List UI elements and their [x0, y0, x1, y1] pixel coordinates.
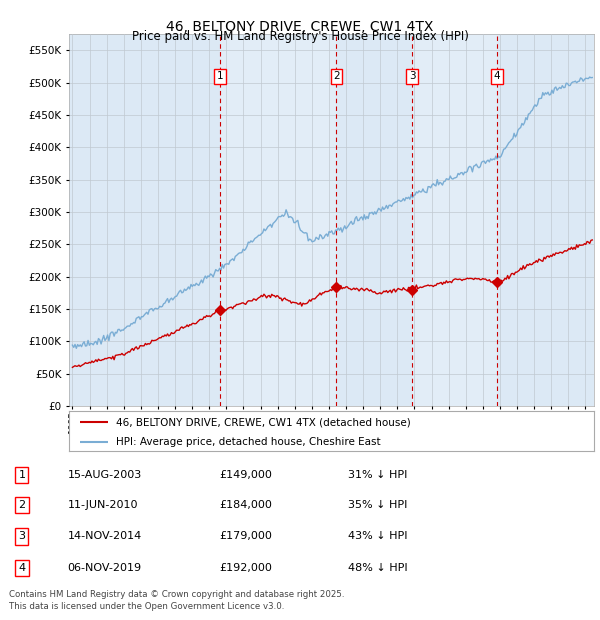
- Text: Contains HM Land Registry data © Crown copyright and database right 2025.
This d: Contains HM Land Registry data © Crown c…: [9, 590, 344, 611]
- Text: 46, BELTONY DRIVE, CREWE, CW1 4TX: 46, BELTONY DRIVE, CREWE, CW1 4TX: [166, 20, 434, 35]
- Bar: [412, 34, 497, 406]
- Text: 3: 3: [409, 71, 416, 81]
- Text: £179,000: £179,000: [220, 531, 272, 541]
- Text: £149,000: £149,000: [220, 470, 272, 480]
- Text: Price paid vs. HM Land Registry's House Price Index (HPI): Price paid vs. HM Land Registry's House …: [131, 30, 469, 43]
- Text: 43% ↓ HPI: 43% ↓ HPI: [348, 531, 408, 541]
- Text: 48% ↓ HPI: 48% ↓ HPI: [348, 563, 408, 573]
- Text: 11-JUN-2010: 11-JUN-2010: [67, 500, 138, 510]
- Text: 06-NOV-2019: 06-NOV-2019: [67, 563, 142, 573]
- Text: 31% ↓ HPI: 31% ↓ HPI: [348, 470, 407, 480]
- Text: 4: 4: [494, 71, 500, 81]
- Text: 15-AUG-2003: 15-AUG-2003: [67, 470, 142, 480]
- Bar: [220, 34, 337, 406]
- Text: 46, BELTONY DRIVE, CREWE, CW1 4TX (detached house): 46, BELTONY DRIVE, CREWE, CW1 4TX (detac…: [116, 417, 411, 427]
- Text: 4: 4: [19, 563, 25, 573]
- Text: 3: 3: [19, 531, 25, 541]
- Text: 14-NOV-2014: 14-NOV-2014: [67, 531, 142, 541]
- Text: 2: 2: [333, 71, 340, 81]
- Text: 2: 2: [19, 500, 25, 510]
- Text: £184,000: £184,000: [220, 500, 272, 510]
- Text: 1: 1: [19, 470, 25, 480]
- Text: 1: 1: [217, 71, 223, 81]
- Text: HPI: Average price, detached house, Cheshire East: HPI: Average price, detached house, Ches…: [116, 438, 381, 448]
- Text: 35% ↓ HPI: 35% ↓ HPI: [348, 500, 407, 510]
- Text: £192,000: £192,000: [220, 563, 272, 573]
